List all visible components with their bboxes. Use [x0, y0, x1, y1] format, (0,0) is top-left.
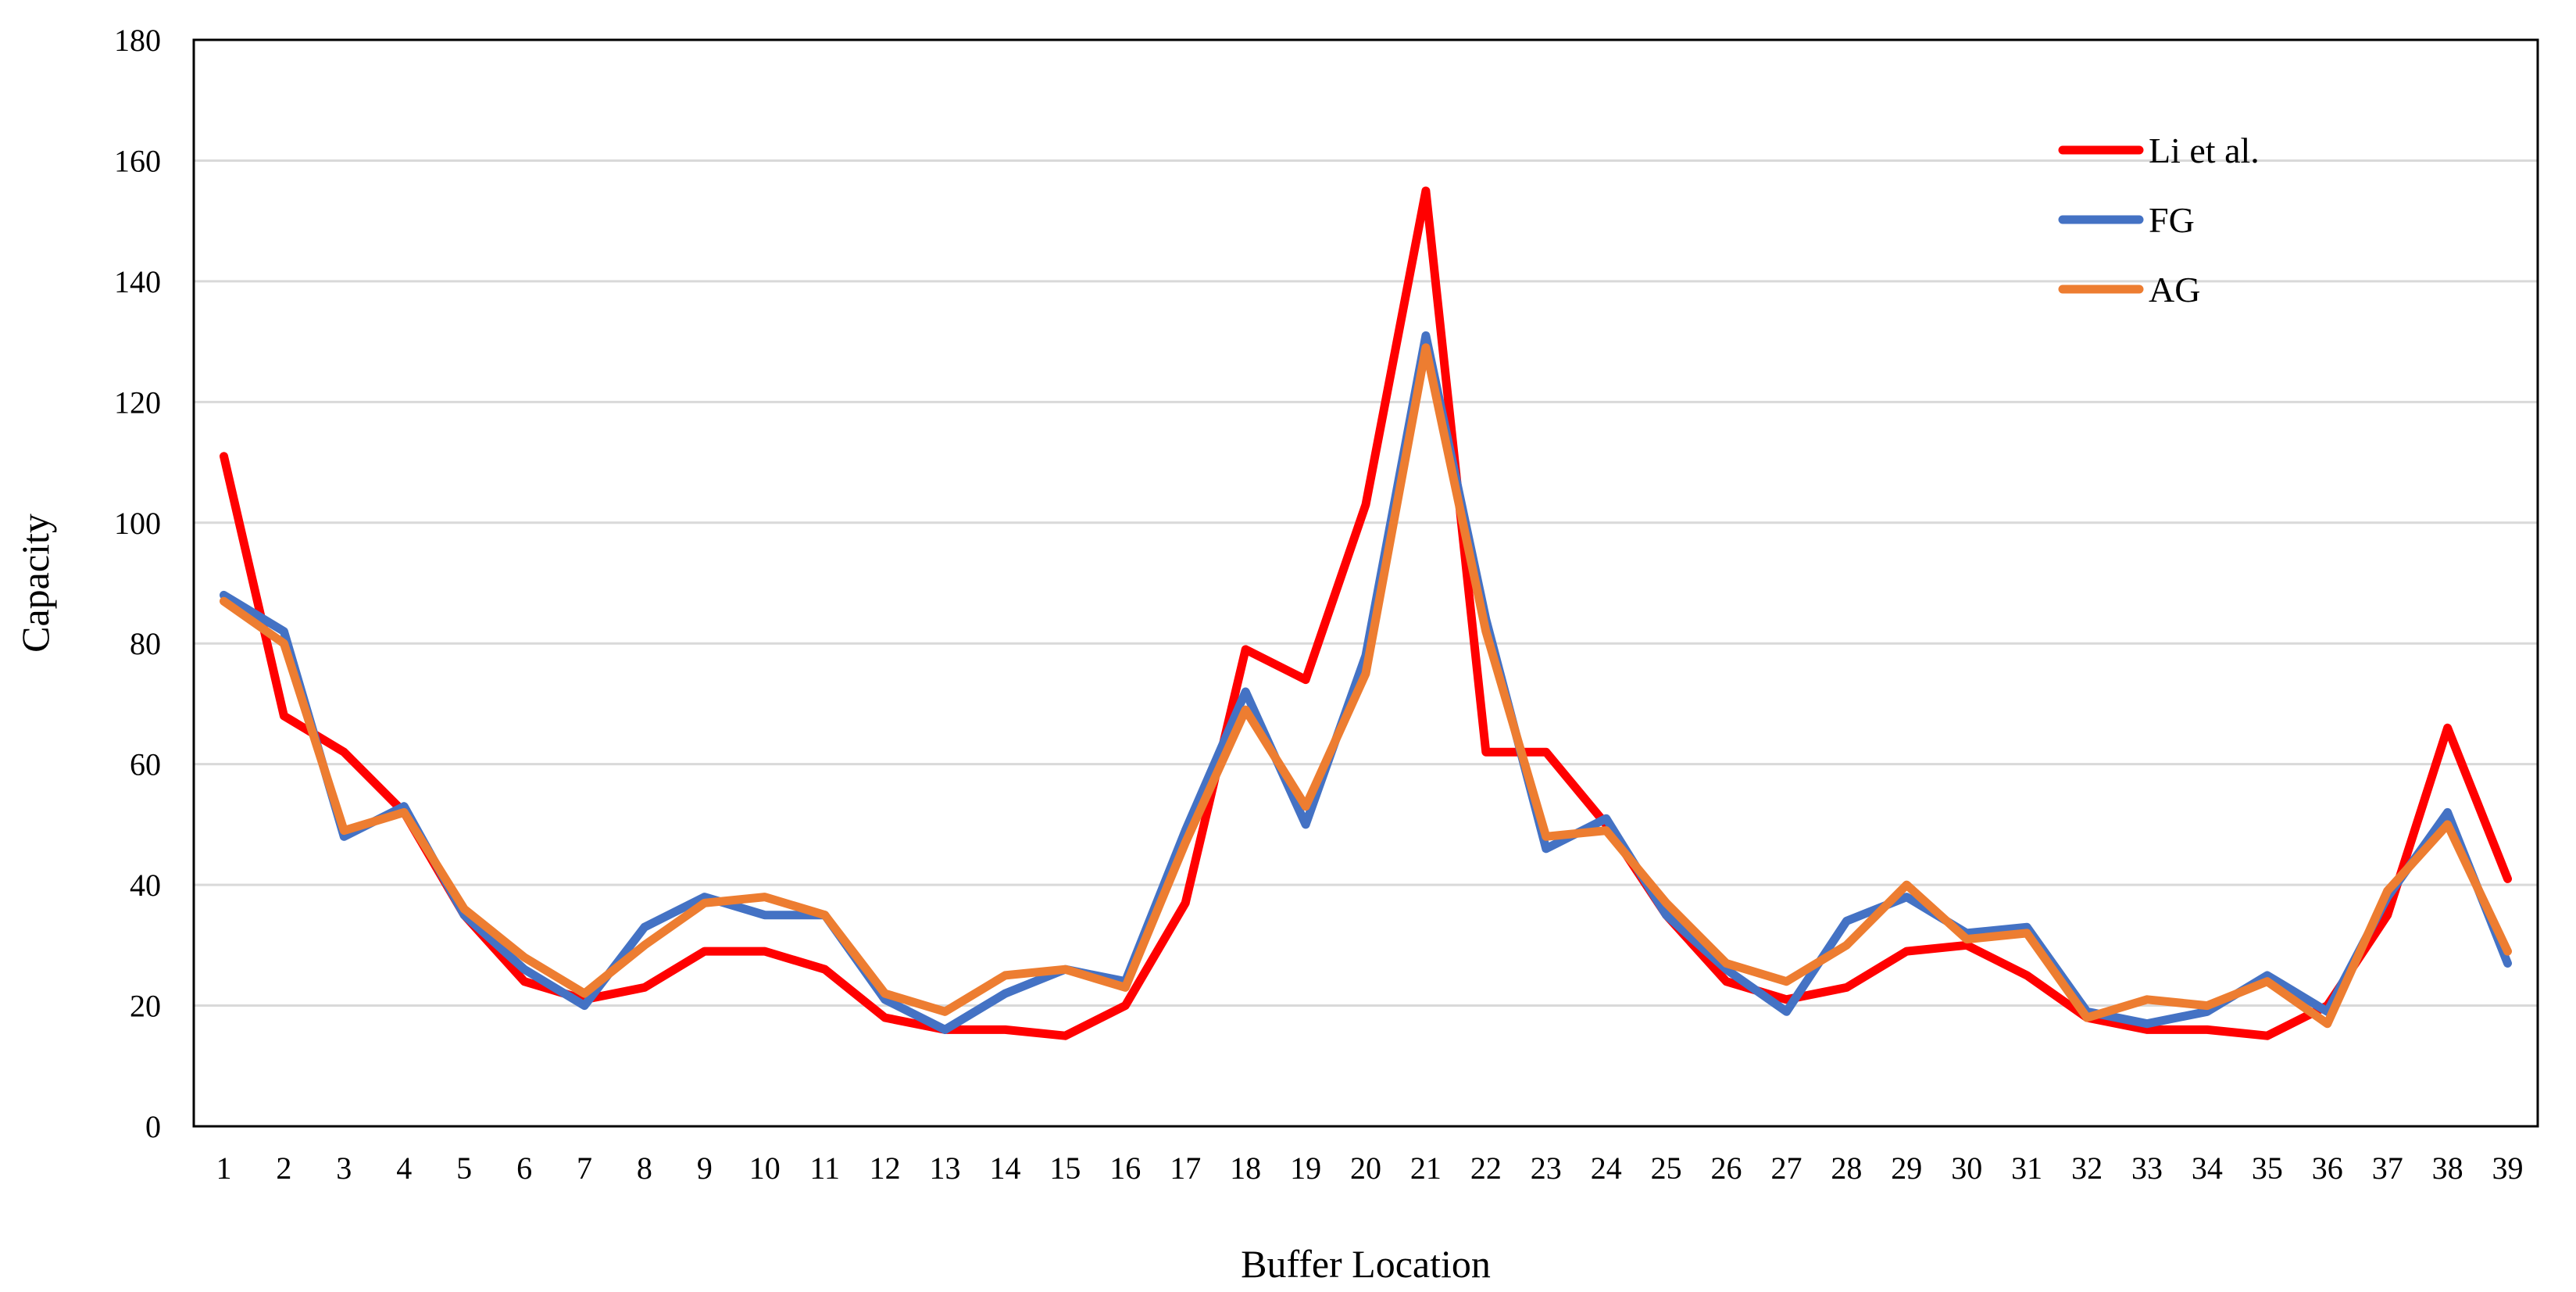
x-tick-label: 32: [2071, 1151, 2103, 1186]
y-tick-label: 0: [145, 1109, 161, 1144]
x-tick-label: 22: [1470, 1151, 1502, 1186]
x-tick-label: 25: [1651, 1151, 1682, 1186]
x-tick-label: 37: [2372, 1151, 2403, 1186]
x-tick-label: 23: [1531, 1151, 1562, 1186]
x-tick-label: 14: [989, 1151, 1020, 1186]
x-tick-label: 38: [2432, 1151, 2463, 1186]
legend-label: AG: [2149, 270, 2200, 310]
y-tick-label: 140: [114, 264, 161, 299]
y-tick-label: 60: [130, 747, 161, 782]
y-tick-label: 100: [114, 506, 161, 541]
y-tick-label: 160: [114, 143, 161, 178]
x-tick-label: 1: [216, 1151, 231, 1186]
y-tick-label: 180: [114, 23, 161, 58]
x-tick-label: 10: [749, 1151, 781, 1186]
x-tick-label: 16: [1109, 1151, 1141, 1186]
x-tick-label: 13: [930, 1151, 961, 1186]
x-tick-label: 26: [1711, 1151, 1742, 1186]
series-line-li-et-al: [220, 186, 2512, 1040]
x-tick-label: 7: [577, 1151, 592, 1186]
x-tick-label: 35: [2252, 1151, 2283, 1186]
x-tick-label: 24: [1591, 1151, 1622, 1186]
x-tick-label: 15: [1049, 1151, 1081, 1186]
legend-item: AG: [2058, 270, 2200, 310]
legend-item: Li et al.: [2058, 131, 2260, 170]
x-tick-label: 31: [2011, 1151, 2042, 1186]
legend-item: FG: [2058, 200, 2195, 240]
legend: Li et al. FG AG: [2058, 131, 2260, 310]
x-tick-label: 27: [1770, 1151, 1802, 1186]
x-tick-label: 18: [1230, 1151, 1261, 1186]
x-tick-label: 5: [456, 1151, 472, 1186]
x-tick-label: 34: [2192, 1151, 2223, 1186]
series-line-ag: [220, 343, 2512, 1029]
y-tick-label: 120: [114, 385, 161, 420]
x-tick-label: 4: [396, 1151, 412, 1186]
x-axis-tick-labels: 1 2 3 4 5 6 7 8 9 10 11 12 13 14 15 16 17 18 19 20 21 22 23 24 2…: [216, 1151, 2523, 1186]
y-axis-title: Capacity: [13, 514, 57, 653]
series-lines: [220, 186, 2512, 1040]
x-axis-title: Buffer Location: [1241, 1242, 1491, 1286]
y-tick-label: 40: [130, 868, 161, 903]
gridlines: [194, 159, 2538, 1007]
x-tick-label: 17: [1170, 1151, 1201, 1186]
x-tick-label: 29: [1891, 1151, 1922, 1186]
legend-label: Li et al.: [2149, 131, 2260, 170]
x-tick-label: 30: [1951, 1151, 1982, 1186]
x-tick-label: 33: [2131, 1151, 2163, 1186]
x-tick-label: 3: [336, 1151, 352, 1186]
y-tick-label: 20: [130, 989, 161, 1024]
plot-area-border: [192, 38, 2539, 1128]
x-tick-label: 36: [2312, 1151, 2343, 1186]
y-axis-tick-labels: 0 20 40 60 80 100 120 140 160 180: [114, 23, 161, 1144]
x-tick-label: 28: [1831, 1151, 1862, 1186]
x-tick-label: 39: [2492, 1151, 2524, 1186]
y-tick-label: 80: [130, 626, 161, 661]
x-tick-label: 2: [276, 1151, 291, 1186]
x-tick-label: 20: [1350, 1151, 1381, 1186]
x-tick-label: 6: [516, 1151, 532, 1186]
x-tick-label: 11: [809, 1151, 840, 1186]
x-tick-label: 12: [870, 1151, 901, 1186]
x-tick-label: 9: [697, 1151, 713, 1186]
x-tick-label: 21: [1410, 1151, 1442, 1186]
x-tick-label: 19: [1290, 1151, 1321, 1186]
x-tick-label: 8: [637, 1151, 652, 1186]
legend-label: FG: [2149, 200, 2195, 240]
